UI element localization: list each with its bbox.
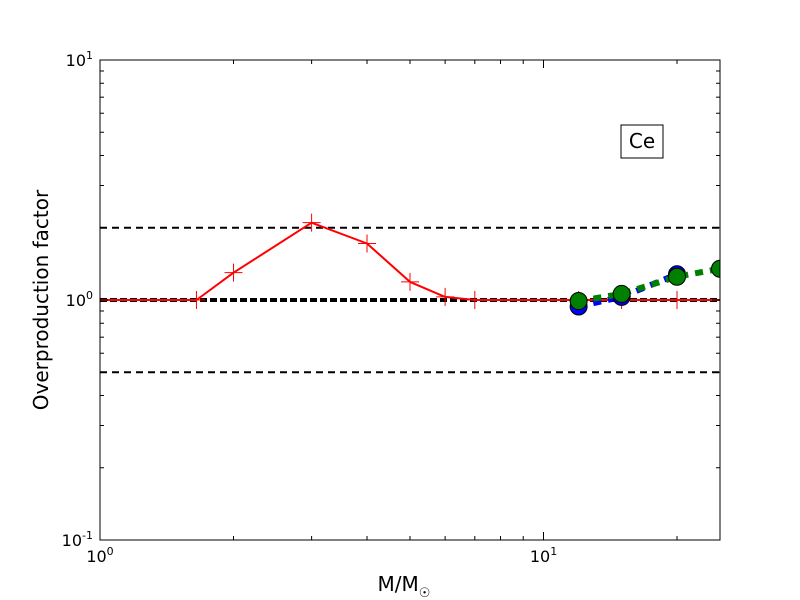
series-3-point: [711, 259, 720, 278]
series-1-point: [401, 272, 419, 291]
series-1-point: [668, 291, 687, 309]
x-axis-label: M/M☉: [378, 572, 431, 600]
x-tick-label: 101: [530, 545, 557, 566]
y-tick-label: 100: [66, 289, 93, 310]
annotation-frame: [620, 124, 664, 159]
series-1-point: [187, 291, 206, 309]
series-1-point: [302, 213, 321, 232]
series-1-point: [224, 263, 243, 282]
series-3-point: [668, 267, 687, 286]
y-tick-label: 10-1: [62, 529, 93, 550]
series-1-point: [465, 291, 484, 309]
series-1-line: [100, 221, 720, 301]
series-3-line: [578, 265, 720, 304]
y-axis-label: Overproduction factor: [29, 189, 53, 410]
series-3-point: [612, 284, 631, 303]
series-1-point: [358, 234, 377, 253]
annotation-box: Ce: [620, 124, 664, 159]
x-tick-label: 100: [86, 545, 113, 566]
series-layer: [100, 213, 720, 316]
y-tick-label: 101: [66, 49, 93, 70]
element-label: Ce: [629, 129, 655, 153]
series-3-point: [569, 292, 588, 311]
series-1-point: [436, 287, 455, 306]
